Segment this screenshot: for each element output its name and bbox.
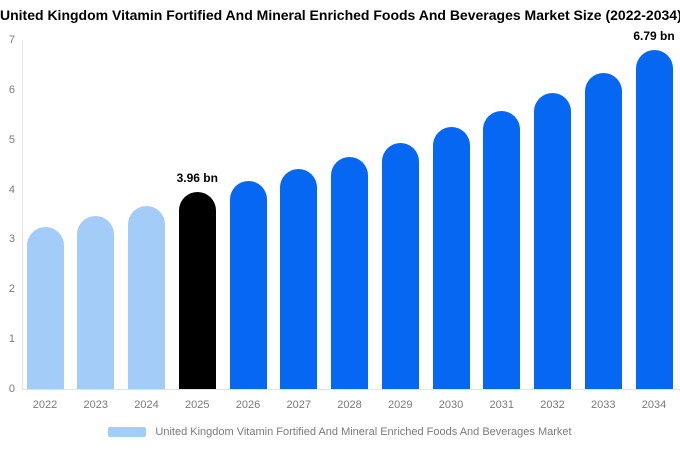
y-tick-label: 0: [8, 383, 15, 395]
x-tick-label-2022: 2022: [32, 399, 58, 411]
bar-2023: [77, 216, 115, 389]
legend: United Kingdom Vitamin Fortified And Min…: [0, 424, 680, 440]
y-tick-label: 7: [8, 34, 15, 46]
y-tick-label: 3: [8, 233, 15, 246]
y-tick-label: 5: [8, 133, 15, 146]
bar-2025: [178, 191, 216, 389]
bar-2032: [534, 92, 571, 389]
bar-2033: [584, 73, 622, 389]
x-tick-label-2026: 2026: [235, 399, 261, 411]
x-tick-label-2027: 2027: [286, 399, 311, 411]
x-tick-label-2024: 2024: [134, 399, 159, 411]
x-tick-label-2023: 2023: [83, 399, 108, 411]
bar-2022: [26, 226, 64, 389]
bar-2026: [229, 180, 267, 389]
legend-swatch: [108, 427, 147, 437]
y-tick-label: 6: [8, 83, 15, 96]
x-tick-label-2030: 2030: [438, 399, 464, 411]
bar-2029: [381, 142, 419, 389]
value-label-2025: 3.96 bn: [176, 170, 218, 185]
x-tick-label-2028: 2028: [337, 399, 362, 411]
y-tick-label: 2: [8, 283, 15, 296]
chart-title: United Kingdom Vitamin Fortified And Min…: [0, 7, 680, 23]
x-tick-label-2025: 2025: [185, 399, 210, 411]
x-tick-label-2032: 2032: [540, 399, 565, 411]
x-tick-label-2029: 2029: [388, 399, 413, 411]
bar-2027: [280, 168, 318, 389]
bar-2030: [432, 126, 470, 389]
bar-2024: [128, 205, 165, 389]
x-tick-label-2031: 2031: [489, 399, 514, 411]
y-tick-label: 4: [8, 183, 15, 196]
x-tick-label-2034: 2034: [641, 399, 667, 411]
x-tick-label-2033: 2033: [591, 399, 616, 411]
bar-2031: [483, 110, 521, 389]
x-axis-line: [22, 389, 680, 390]
bar-2028: [331, 156, 368, 389]
value-label-2034: 6.79 bn: [633, 29, 675, 44]
y-tick-label: 1: [8, 333, 15, 346]
bar-2034: [635, 50, 673, 389]
legend-label: United Kingdom Vitamin Fortified And Min…: [155, 426, 572, 438]
y-axis-line: [22, 40, 23, 390]
